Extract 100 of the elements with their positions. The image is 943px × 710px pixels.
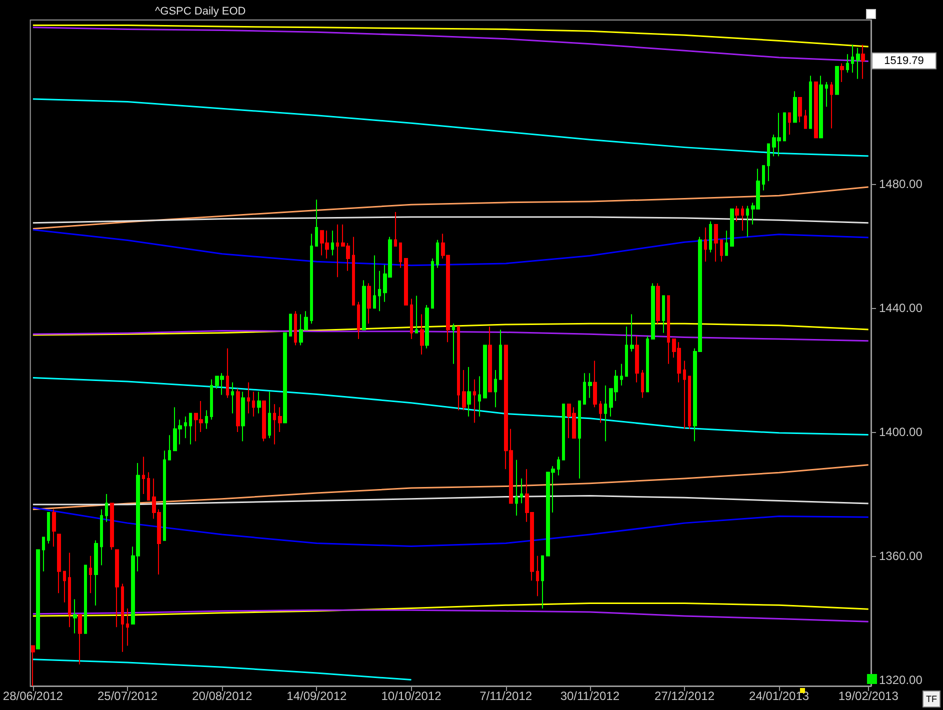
candlestick xyxy=(741,205,744,232)
candlestick xyxy=(236,388,240,432)
candlestick xyxy=(625,326,628,377)
candlestick xyxy=(262,400,266,442)
candlestick xyxy=(730,208,734,247)
candlestick xyxy=(536,555,539,597)
candlestick xyxy=(126,608,129,646)
candlestick xyxy=(861,44,865,80)
candlestick xyxy=(78,614,82,665)
candlestick xyxy=(231,382,234,414)
candlestick xyxy=(494,370,497,408)
candlestick xyxy=(42,536,45,572)
candlestick xyxy=(835,66,839,95)
candlestick xyxy=(105,493,108,522)
x-tick-label: 27/12/2012 xyxy=(654,689,715,703)
candlestick xyxy=(709,220,712,253)
candlestick xyxy=(226,348,229,398)
x-tick-label: 7/11/2012 xyxy=(480,689,532,703)
candlestick xyxy=(604,385,607,442)
candlestick xyxy=(735,205,739,222)
candlestick xyxy=(163,450,166,541)
candlestick xyxy=(36,549,40,650)
text: TF xyxy=(926,694,938,704)
candlestick xyxy=(856,47,860,80)
candlestick xyxy=(462,370,466,411)
candlestick xyxy=(520,478,523,504)
candlestick xyxy=(578,400,581,479)
candlestick xyxy=(783,112,786,142)
y-tick-label: 1480.00 xyxy=(879,177,923,192)
candlestick xyxy=(488,326,492,392)
candlestick xyxy=(89,555,92,594)
candlestick xyxy=(630,314,634,352)
candlestick xyxy=(641,370,644,398)
candlestick xyxy=(562,404,565,460)
candlestick xyxy=(352,236,355,306)
candlestick xyxy=(793,90,797,123)
candlestick xyxy=(247,382,250,414)
candlestick xyxy=(294,310,297,346)
candlestick xyxy=(788,112,791,136)
candlestick xyxy=(378,270,381,312)
candlestick xyxy=(336,224,339,278)
candlestick xyxy=(142,456,145,494)
candlestick xyxy=(557,456,560,476)
candlestick xyxy=(357,301,360,340)
candlestick xyxy=(646,335,649,392)
candlestick xyxy=(425,304,429,349)
x-tick-label: 28/06/2012 xyxy=(2,689,64,703)
candlestick xyxy=(762,165,765,191)
candlestick xyxy=(362,280,366,330)
y-tick-label: 1360.00 xyxy=(879,548,923,563)
candlestick xyxy=(431,258,434,309)
candlestick xyxy=(457,326,460,411)
candlestick xyxy=(94,540,98,606)
candlestick xyxy=(241,391,245,442)
candlestick xyxy=(851,44,854,74)
candlestick xyxy=(714,224,718,262)
candlestick xyxy=(725,230,728,256)
candlestick xyxy=(252,391,255,417)
candlestick xyxy=(399,242,402,268)
candlestick xyxy=(189,412,192,445)
candlestick xyxy=(57,534,61,594)
candlestick xyxy=(73,598,77,634)
candlestick xyxy=(273,404,276,445)
candlestick xyxy=(635,335,639,383)
candlestick xyxy=(651,282,655,340)
candlestick xyxy=(819,75,823,138)
candlestick xyxy=(205,410,208,430)
candlestick xyxy=(720,239,723,262)
candlestick xyxy=(704,227,707,262)
candlestick xyxy=(52,508,56,548)
candlestick xyxy=(499,329,502,380)
candlestick xyxy=(593,360,597,408)
y-tick-label: 1440.00 xyxy=(879,301,923,316)
candlestick xyxy=(483,344,487,398)
candlestick xyxy=(147,472,150,501)
candlestick xyxy=(367,282,371,324)
candlestick xyxy=(115,549,119,628)
candlestick xyxy=(825,81,828,108)
candlestick xyxy=(798,96,802,123)
candlestick xyxy=(809,75,812,129)
x-tick-label: 14/09/2012 xyxy=(286,689,348,703)
candlestick xyxy=(257,391,261,414)
candlestick xyxy=(830,81,833,129)
candlestick xyxy=(599,400,602,424)
candlestick xyxy=(541,555,544,610)
candlestick xyxy=(452,323,455,364)
candlestick xyxy=(478,376,481,417)
candlestick xyxy=(588,372,592,398)
candlestick xyxy=(121,583,124,652)
candlestick xyxy=(846,54,849,74)
candlestick xyxy=(436,239,439,268)
x-tick-label: 19/02/2013 xyxy=(838,689,899,703)
candlestick xyxy=(746,205,749,238)
candlestick xyxy=(656,282,660,324)
x-tick-label: 25/07/2012 xyxy=(98,689,158,703)
candlestick xyxy=(688,376,691,430)
candlestick xyxy=(210,378,213,420)
x-tick-label: 20/08/2012 xyxy=(192,689,252,703)
candlestick xyxy=(68,552,71,628)
x-tick-label: 24/01/2013 xyxy=(749,689,810,703)
